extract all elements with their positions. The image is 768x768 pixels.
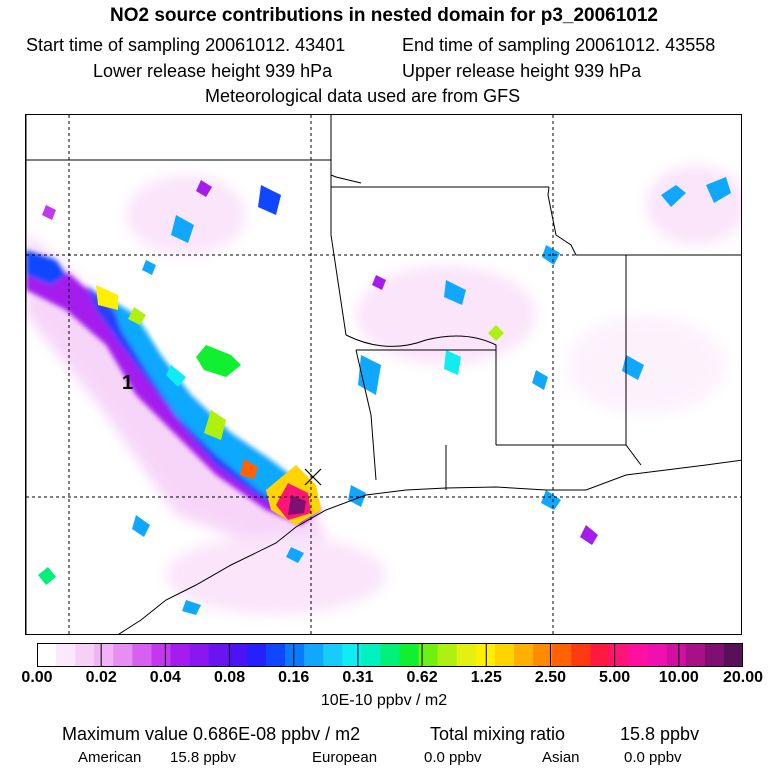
colorbar-segment bbox=[514, 643, 534, 667]
met-data-label: Meteorological data used are from GFS bbox=[205, 86, 521, 106]
map-svg: 1 bbox=[26, 115, 741, 634]
colorbar-tick-label: 0.31 bbox=[342, 669, 374, 686]
upper-release-label: Upper release height 939 hPa bbox=[402, 61, 642, 81]
colorbar-tick-label: 0.08 bbox=[213, 669, 246, 686]
colorbar-border bbox=[37, 643, 743, 667]
colorbar-tick-label: 0.04 bbox=[149, 669, 181, 686]
colorbar-segment bbox=[113, 643, 133, 667]
colorbar-segment bbox=[475, 643, 496, 667]
concentration-blobs bbox=[38, 177, 731, 615]
colorbar-segment bbox=[456, 643, 477, 667]
colorbar-segment bbox=[704, 643, 725, 667]
colorbar-tick-label: 20.00 bbox=[722, 669, 764, 686]
colorbar-segment bbox=[437, 643, 458, 667]
colorbar-segment bbox=[323, 643, 343, 667]
colorbar-segment bbox=[246, 643, 267, 667]
colorbar-segment bbox=[227, 643, 248, 667]
coastline bbox=[118, 459, 741, 634]
map-panel: 1 bbox=[25, 114, 742, 635]
end-time-label: End time of sampling 20061012. 43558 bbox=[402, 35, 716, 55]
x-mark-icon bbox=[304, 468, 322, 486]
colorbar-segment bbox=[494, 643, 515, 667]
start-time-label: Start time of sampling 20061012. 43401 bbox=[26, 35, 346, 55]
colorbar-tick-label: 0.02 bbox=[85, 669, 117, 686]
colorbar-tick-label: 0.62 bbox=[406, 669, 438, 686]
colorbar-segment bbox=[533, 643, 553, 667]
colorbar-segment bbox=[685, 643, 706, 667]
total-mixing-label: Total mixing ratio bbox=[430, 724, 566, 744]
colorbar-segment bbox=[132, 643, 153, 667]
colorbar-tick-label: 10.00 bbox=[658, 669, 699, 686]
colorbar-segment bbox=[723, 643, 743, 667]
european-value: 0.0 ppbv bbox=[424, 749, 482, 766]
american-value: 15.8 ppbv bbox=[170, 749, 236, 766]
colorbar-segment bbox=[399, 643, 420, 667]
asian-value: 0.0 ppbv bbox=[624, 749, 682, 766]
colorbar-segment bbox=[94, 643, 114, 667]
colorbar-segment bbox=[208, 643, 229, 667]
colorbar-segment bbox=[304, 643, 324, 667]
colorbar-segment bbox=[189, 643, 210, 667]
colorbar-segment bbox=[170, 643, 191, 667]
colorbar-segment bbox=[418, 643, 439, 667]
colorbar-segment bbox=[552, 643, 572, 667]
colorbar-segment bbox=[285, 643, 305, 667]
colorbar-segment bbox=[342, 643, 362, 667]
colorbar bbox=[37, 643, 743, 667]
asian-label: Asian bbox=[542, 749, 580, 766]
colorbar-segment bbox=[265, 643, 286, 667]
colorbar-segment bbox=[380, 643, 401, 667]
colorbar-segment bbox=[571, 643, 591, 667]
colorbar-tick-label: 1.25 bbox=[470, 669, 502, 686]
colorbar-segment bbox=[75, 643, 95, 667]
european-label: European bbox=[312, 749, 378, 766]
colorbar-units: 10E-10 ppbv / m2 bbox=[320, 692, 448, 709]
american-label: American bbox=[78, 749, 142, 766]
source-marker: 1 bbox=[122, 372, 133, 394]
colorbar-tick-label: 0.00 bbox=[21, 669, 53, 686]
total-mixing-value: 15.8 ppbv bbox=[620, 724, 700, 744]
lower-release-label: Lower release height 939 hPa bbox=[93, 61, 333, 81]
colorbar-tick-label: 5.00 bbox=[599, 669, 631, 686]
colorbar-tick-label: 0.16 bbox=[278, 669, 310, 686]
colorbar-segment bbox=[647, 643, 668, 667]
state-boundaries bbox=[26, 115, 741, 634]
plot-title: NO2 source contributions in nested domai… bbox=[110, 5, 658, 26]
max-value-label: Maximum value 0.686E-08 ppbv / m2 bbox=[62, 724, 361, 744]
colorbar-segment bbox=[151, 643, 172, 667]
lat-lon-grid bbox=[26, 115, 741, 634]
colorbar-segment bbox=[628, 643, 649, 667]
colorbar-segment bbox=[666, 643, 687, 667]
colorbar-segment bbox=[56, 643, 76, 667]
colorbar-segment bbox=[609, 643, 630, 667]
colorbar-segment bbox=[37, 643, 57, 667]
colorbar-tick-label: 2.50 bbox=[534, 669, 567, 686]
plume-main bbox=[26, 250, 321, 525]
colorbar-segment bbox=[361, 643, 382, 667]
colorbar-segment bbox=[590, 643, 611, 667]
